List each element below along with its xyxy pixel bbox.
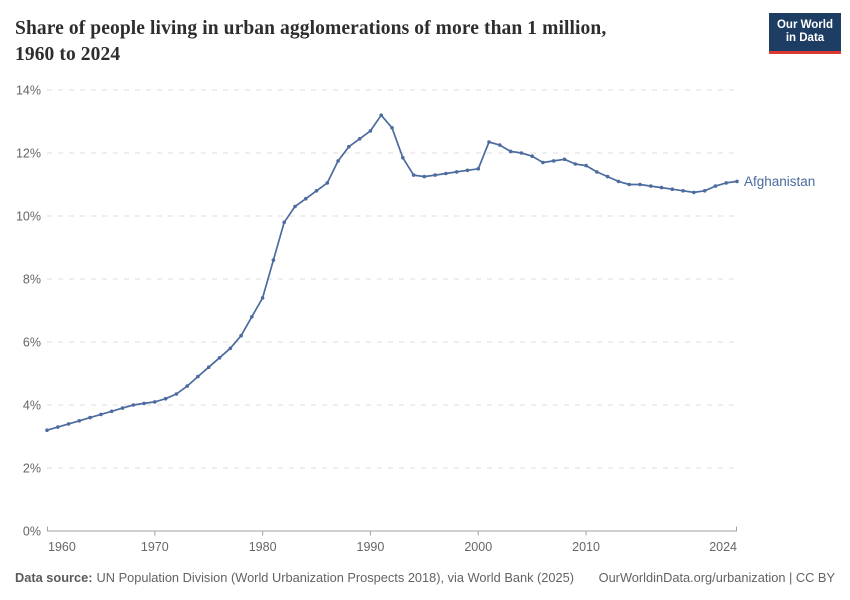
data-point-afghanistan-1960[interactable] (45, 428, 49, 433)
data-point-afghanistan-2019[interactable] (681, 189, 685, 193)
y-axis-tick-label-6pct: 6% (23, 335, 41, 349)
data-point-afghanistan-1975[interactable] (206, 365, 211, 370)
x-axis-tick-label-2000: 2000 (464, 540, 492, 554)
data-point-afghanistan-1965[interactable] (99, 412, 103, 417)
data-point-afghanistan-1973[interactable] (185, 384, 189, 388)
data-point-afghanistan-2006[interactable] (541, 160, 545, 165)
data-point-afghanistan-1996[interactable] (433, 173, 437, 177)
x-axis-tick-label-1970: 1970 (141, 540, 169, 554)
data-point-afghanistan-2012[interactable] (605, 174, 610, 179)
data-point-afghanistan-2001[interactable] (487, 140, 491, 144)
data-point-afghanistan-1988[interactable] (347, 144, 351, 149)
data-point-afghanistan-1984[interactable] (304, 196, 308, 201)
y-axis-tick-label-12pct: 12% (16, 146, 41, 160)
data-point-afghanistan-1983[interactable] (293, 204, 297, 209)
owid-logo[interactable]: Our World in Data (769, 13, 841, 54)
data-point-afghanistan-1991[interactable] (379, 113, 384, 117)
data-point-afghanistan-1963[interactable] (77, 419, 82, 423)
chart-title-line2: 1960 to 2024 (15, 44, 121, 65)
data-point-afghanistan-1971[interactable] (163, 396, 168, 401)
chart-title-line1: Share of people living in urban agglomer… (15, 18, 607, 39)
entity-label-afghanistan[interactable]: Afghanistan (744, 174, 815, 189)
data-point-afghanistan-2011[interactable] (595, 170, 599, 174)
data-point-afghanistan-2008[interactable] (562, 157, 567, 162)
data-point-afghanistan-2000[interactable] (476, 167, 481, 171)
data-point-afghanistan-1992[interactable] (390, 126, 394, 130)
data-point-afghanistan-2024[interactable] (735, 179, 739, 184)
data-point-afghanistan-2007[interactable] (551, 159, 556, 163)
owid-url-license-link[interactable]: OurWorldinData.org/urbanization | CC BY (598, 570, 835, 585)
data-point-afghanistan-2004[interactable] (519, 151, 524, 155)
data-point-afghanistan-1998[interactable] (454, 170, 459, 174)
data-point-afghanistan-1961[interactable] (56, 425, 60, 429)
data-point-afghanistan-1974[interactable] (196, 374, 200, 379)
data-source-text: UN Population Division (World Urbanizati… (96, 570, 575, 585)
data-point-afghanistan-1990[interactable] (368, 129, 373, 133)
data-source-note: Data source: UN Population Division (Worl… (15, 570, 574, 585)
data-point-afghanistan-1979[interactable] (250, 315, 254, 319)
chart-footer: Data source: UN Population Division (Worl… (15, 570, 835, 585)
data-point-afghanistan-2021[interactable] (702, 189, 707, 193)
data-point-afghanistan-2003[interactable] (508, 149, 513, 154)
data-point-afghanistan-1964[interactable] (88, 415, 92, 420)
data-point-afghanistan-1972[interactable] (174, 392, 179, 396)
data-point-afghanistan-1968[interactable] (131, 403, 136, 407)
chart-title: Share of people living in urban agglomer… (15, 16, 755, 68)
data-point-afghanistan-1966[interactable] (109, 409, 114, 414)
data-point-afghanistan-1995[interactable] (422, 174, 427, 179)
y-axis-tick-label-14pct: 14% (16, 83, 41, 97)
data-point-afghanistan-2020[interactable] (692, 190, 696, 195)
data-point-afghanistan-2002[interactable] (498, 143, 502, 147)
data-point-afghanistan-1967[interactable] (120, 406, 125, 410)
data-point-afghanistan-1982[interactable] (282, 220, 287, 225)
data-point-afghanistan-1997[interactable] (444, 171, 448, 176)
data-point-afghanistan-1981[interactable] (271, 258, 276, 262)
x-axis-tick-label-1990: 1990 (357, 540, 385, 554)
data-point-afghanistan-1994[interactable] (411, 173, 416, 177)
x-axis-tick-label-2010: 2010 (572, 540, 600, 554)
data-point-afghanistan-2010[interactable] (584, 163, 588, 168)
data-point-afghanistan-1980[interactable] (260, 296, 265, 300)
data-point-afghanistan-1989[interactable] (357, 137, 362, 141)
owid-logo-text-line2: in Data (785, 32, 825, 44)
x-axis-tick-label-2024: 2024 (709, 540, 737, 554)
series-line-afghanistan[interactable] (46, 114, 738, 432)
data-source-label: Data source: (15, 570, 93, 585)
data-point-afghanistan-2009[interactable] (573, 162, 578, 166)
data-point-afghanistan-2018[interactable] (670, 187, 675, 191)
y-axis-tick-label-2pct: 2% (23, 461, 41, 475)
data-point-afghanistan-2015[interactable] (638, 182, 642, 187)
y-axis-tick-label-0pct: 0% (23, 524, 41, 538)
y-axis-tick-label-4pct: 4% (23, 398, 41, 412)
y-axis-tick-label-10pct: 10% (16, 209, 41, 223)
data-point-afghanistan-1978[interactable] (239, 333, 243, 338)
data-point-afghanistan-1986[interactable] (325, 181, 330, 185)
data-point-afghanistan-1993[interactable] (401, 155, 405, 160)
x-axis-tick-label-1980: 1980 (249, 540, 277, 554)
data-point-afghanistan-1962[interactable] (66, 422, 71, 426)
data-point-afghanistan-2014[interactable] (627, 182, 631, 187)
data-point-afghanistan-2017[interactable] (659, 185, 664, 190)
data-point-afghanistan-2013[interactable] (616, 179, 621, 184)
data-point-afghanistan-2023[interactable] (724, 181, 728, 185)
data-point-afghanistan-1970[interactable] (153, 400, 157, 404)
data-point-afghanistan-2022[interactable] (713, 184, 718, 188)
owid-logo-text-line1: Our World (776, 19, 833, 31)
data-point-afghanistan-2005[interactable] (530, 154, 534, 158)
data-point-afghanistan-1987[interactable] (336, 159, 340, 163)
y-axis-tick-label-8pct: 8% (23, 272, 41, 286)
data-point-afghanistan-1985[interactable] (314, 189, 319, 193)
data-point-afghanistan-2016[interactable] (649, 184, 653, 188)
x-axis-tick-label-1960: 1960 (48, 540, 76, 554)
data-point-afghanistan-1977[interactable] (228, 346, 233, 351)
data-point-afghanistan-1999[interactable] (465, 168, 470, 173)
data-point-afghanistan-1969[interactable] (142, 401, 146, 406)
data-point-afghanistan-1976[interactable] (217, 356, 222, 360)
